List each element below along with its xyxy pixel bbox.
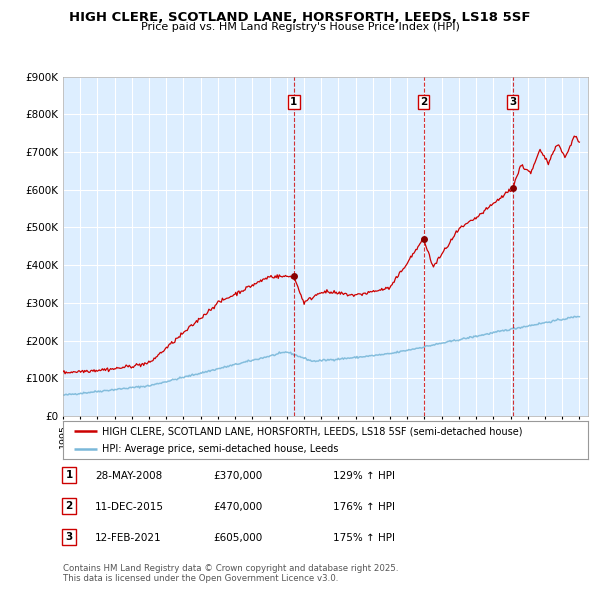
- Text: 2: 2: [65, 501, 73, 511]
- Text: 12-FEB-2021: 12-FEB-2021: [95, 533, 161, 543]
- Text: Price paid vs. HM Land Registry's House Price Index (HPI): Price paid vs. HM Land Registry's House …: [140, 22, 460, 32]
- Text: 129% ↑ HPI: 129% ↑ HPI: [333, 471, 395, 481]
- Text: 176% ↑ HPI: 176% ↑ HPI: [333, 502, 395, 512]
- Text: 11-DEC-2015: 11-DEC-2015: [95, 502, 164, 512]
- Text: £370,000: £370,000: [213, 471, 262, 481]
- Text: £470,000: £470,000: [213, 502, 262, 512]
- Text: 28-MAY-2008: 28-MAY-2008: [95, 471, 162, 481]
- Text: 2: 2: [420, 97, 427, 107]
- Text: 175% ↑ HPI: 175% ↑ HPI: [333, 533, 395, 543]
- Text: Contains HM Land Registry data © Crown copyright and database right 2025.
This d: Contains HM Land Registry data © Crown c…: [63, 563, 398, 583]
- Text: 1: 1: [290, 97, 298, 107]
- Text: HIGH CLERE, SCOTLAND LANE, HORSFORTH, LEEDS, LS18 5SF: HIGH CLERE, SCOTLAND LANE, HORSFORTH, LE…: [69, 11, 531, 24]
- Text: 3: 3: [65, 532, 73, 542]
- Text: 3: 3: [509, 97, 516, 107]
- Text: £605,000: £605,000: [213, 533, 262, 543]
- Text: 1: 1: [65, 470, 73, 480]
- Text: HIGH CLERE, SCOTLAND LANE, HORSFORTH, LEEDS, LS18 5SF (semi-detached house): HIGH CLERE, SCOTLAND LANE, HORSFORTH, LE…: [103, 427, 523, 437]
- Text: HPI: Average price, semi-detached house, Leeds: HPI: Average price, semi-detached house,…: [103, 444, 339, 454]
